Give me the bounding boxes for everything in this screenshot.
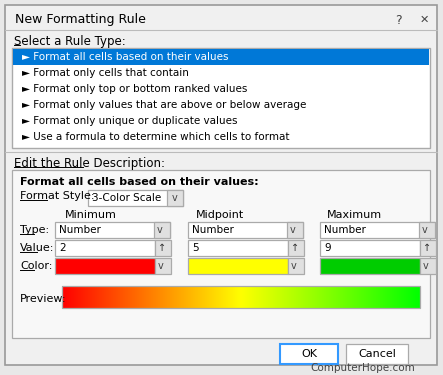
Text: v: v xyxy=(423,261,429,271)
Text: ► Format only cells that contain: ► Format only cells that contain xyxy=(22,68,189,78)
Bar xyxy=(420,258,436,274)
Text: v: v xyxy=(172,193,178,203)
Text: OK: OK xyxy=(301,349,317,359)
Bar xyxy=(88,190,183,206)
Text: Preview:: Preview: xyxy=(20,294,66,304)
Text: 2: 2 xyxy=(59,243,66,253)
Bar xyxy=(188,258,288,274)
Text: ↑: ↑ xyxy=(291,243,299,253)
Bar xyxy=(420,240,436,256)
Bar xyxy=(419,222,435,238)
Text: Format Style:: Format Style: xyxy=(20,191,94,201)
Text: Value:: Value: xyxy=(20,243,54,253)
Text: ?: ? xyxy=(395,13,402,27)
Text: New Formatting Rule: New Formatting Rule xyxy=(15,13,146,27)
Text: v: v xyxy=(158,261,164,271)
Text: Edit the Rule Description:: Edit the Rule Description: xyxy=(14,156,165,170)
Text: ► Format only values that are above or below average: ► Format only values that are above or b… xyxy=(22,100,307,110)
Bar xyxy=(167,190,183,206)
Bar xyxy=(154,222,170,238)
Bar xyxy=(280,344,338,364)
Text: ► Use a formula to determine which cells to format: ► Use a formula to determine which cells… xyxy=(22,132,289,142)
Bar xyxy=(288,258,304,274)
Text: ✕: ✕ xyxy=(420,15,429,25)
Text: v: v xyxy=(290,225,296,235)
Bar xyxy=(12,170,430,338)
Bar xyxy=(288,240,304,256)
Bar xyxy=(346,344,408,364)
Text: ► Format all cells based on their values: ► Format all cells based on their values xyxy=(22,52,229,62)
Text: ComputerHope.com: ComputerHope.com xyxy=(310,363,415,373)
Text: Color:: Color: xyxy=(20,261,52,271)
Text: ► Format only top or bottom ranked values: ► Format only top or bottom ranked value… xyxy=(22,84,247,94)
Text: Number: Number xyxy=(192,225,234,235)
Bar xyxy=(62,286,420,308)
Text: Minimum: Minimum xyxy=(65,210,117,220)
Text: Format all cells based on their values:: Format all cells based on their values: xyxy=(20,177,259,187)
Bar xyxy=(188,240,288,256)
Text: Number: Number xyxy=(324,225,366,235)
Text: Maximum: Maximum xyxy=(327,210,382,220)
Text: v: v xyxy=(291,261,297,271)
Bar xyxy=(55,222,170,238)
Text: Number: Number xyxy=(59,225,101,235)
Bar xyxy=(320,240,420,256)
Text: v: v xyxy=(422,225,428,235)
Text: Select a Rule Type:: Select a Rule Type: xyxy=(14,34,126,48)
Bar xyxy=(320,222,435,238)
Bar xyxy=(55,258,155,274)
Bar xyxy=(188,222,303,238)
Bar xyxy=(12,48,430,148)
Text: ↑: ↑ xyxy=(158,243,166,253)
Text: Type:: Type: xyxy=(20,225,49,235)
Bar xyxy=(155,240,171,256)
Text: ↑: ↑ xyxy=(423,243,431,253)
Bar xyxy=(287,222,303,238)
Bar xyxy=(320,258,420,274)
Text: v: v xyxy=(157,225,163,235)
Bar xyxy=(155,258,171,274)
Bar xyxy=(13,49,429,65)
Text: 3-Color Scale: 3-Color Scale xyxy=(92,193,161,203)
Bar xyxy=(55,240,155,256)
Text: 9: 9 xyxy=(324,243,330,253)
Text: 5: 5 xyxy=(192,243,198,253)
Text: ► Format only unique or duplicate values: ► Format only unique or duplicate values xyxy=(22,116,237,126)
Text: Midpoint: Midpoint xyxy=(196,210,244,220)
Text: Cancel: Cancel xyxy=(358,349,396,359)
